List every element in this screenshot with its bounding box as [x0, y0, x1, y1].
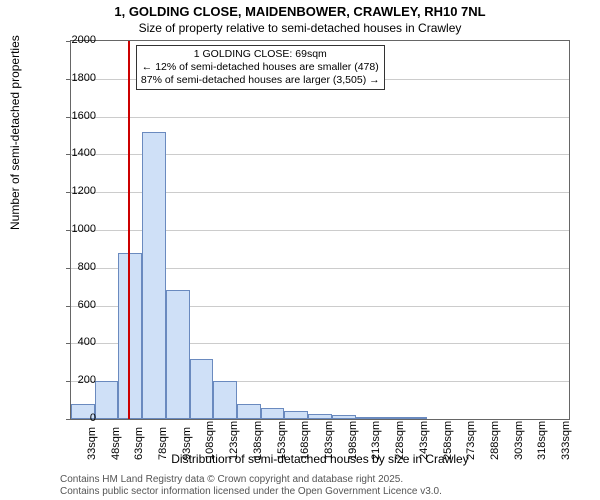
histogram-bar [284, 411, 308, 419]
x-tick-label: 123sqm [228, 421, 240, 460]
x-tick-label: 108sqm [204, 421, 216, 460]
x-tick-label: 93sqm [181, 427, 193, 460]
y-tick-label: 1600 [56, 110, 96, 122]
x-tick-label: 168sqm [299, 421, 311, 460]
y-tick-label: 1200 [56, 185, 96, 197]
y-axis-label: Number of semi-detached properties [8, 35, 22, 230]
histogram-bar [332, 415, 356, 419]
x-tick-label: 33sqm [86, 427, 98, 460]
x-tick-label: 78sqm [157, 427, 169, 460]
annotation-box: 1 GOLDING CLOSE: 69sqm← 12% of semi-deta… [136, 45, 385, 90]
x-tick-label: 303sqm [513, 421, 525, 460]
annotation-line: ← 12% of semi-detached houses are smalle… [141, 61, 380, 74]
x-tick-label: 198sqm [347, 421, 359, 460]
histogram-bar [237, 404, 261, 419]
chart-subtitle: Size of property relative to semi-detach… [0, 21, 600, 35]
x-tick-label: 243sqm [418, 421, 430, 460]
x-tick-label: 63sqm [133, 427, 145, 460]
annotation-line: 87% of semi-detached houses are larger (… [141, 74, 380, 87]
x-tick-label: 228sqm [394, 421, 406, 460]
y-tick-label: 1000 [56, 223, 96, 235]
histogram-bar [166, 290, 190, 419]
footer-line: Contains HM Land Registry data © Crown c… [60, 474, 442, 486]
footer-line: Contains public sector information licen… [60, 486, 442, 498]
histogram-bar [142, 132, 166, 419]
histogram-bar [118, 253, 142, 419]
x-tick-label: 183sqm [323, 421, 335, 460]
histogram-bar [403, 417, 427, 419]
reference-line [128, 41, 130, 419]
histogram-bar [190, 359, 214, 419]
y-tick-label: 400 [56, 336, 96, 348]
x-tick-label: 213sqm [370, 421, 382, 460]
chart-container: 1, GOLDING CLOSE, MAIDENBOWER, CRAWLEY, … [0, 0, 600, 500]
histogram-bar [308, 414, 332, 419]
plot-area: 1 GOLDING CLOSE: 69sqm← 12% of semi-deta… [70, 40, 570, 420]
y-tick-label: 1400 [56, 147, 96, 159]
histogram-bar [261, 408, 285, 419]
histogram-bar [356, 417, 380, 419]
gridline [71, 117, 569, 118]
chart-title: 1, GOLDING CLOSE, MAIDENBOWER, CRAWLEY, … [0, 4, 600, 19]
x-tick-label: 258sqm [442, 421, 454, 460]
x-tick-label: 138sqm [252, 421, 264, 460]
x-tick-label: 333sqm [560, 421, 572, 460]
y-tick-label: 0 [56, 412, 96, 424]
y-tick-label: 800 [56, 261, 96, 273]
footer-attribution: Contains HM Land Registry data © Crown c… [60, 474, 442, 498]
x-tick-label: 48sqm [110, 427, 122, 460]
x-tick-label: 273sqm [465, 421, 477, 460]
x-tick-label: 318sqm [536, 421, 548, 460]
annotation-line: 1 GOLDING CLOSE: 69sqm [141, 48, 380, 61]
histogram-bar [379, 417, 403, 419]
x-tick-label: 153sqm [276, 421, 288, 460]
histogram-bar [213, 381, 237, 419]
y-tick-label: 200 [56, 374, 96, 386]
y-tick-label: 1800 [56, 72, 96, 84]
y-tick-label: 600 [56, 299, 96, 311]
y-tick-label: 2000 [56, 34, 96, 46]
histogram-bar [95, 381, 119, 419]
x-tick-label: 288sqm [489, 421, 501, 460]
